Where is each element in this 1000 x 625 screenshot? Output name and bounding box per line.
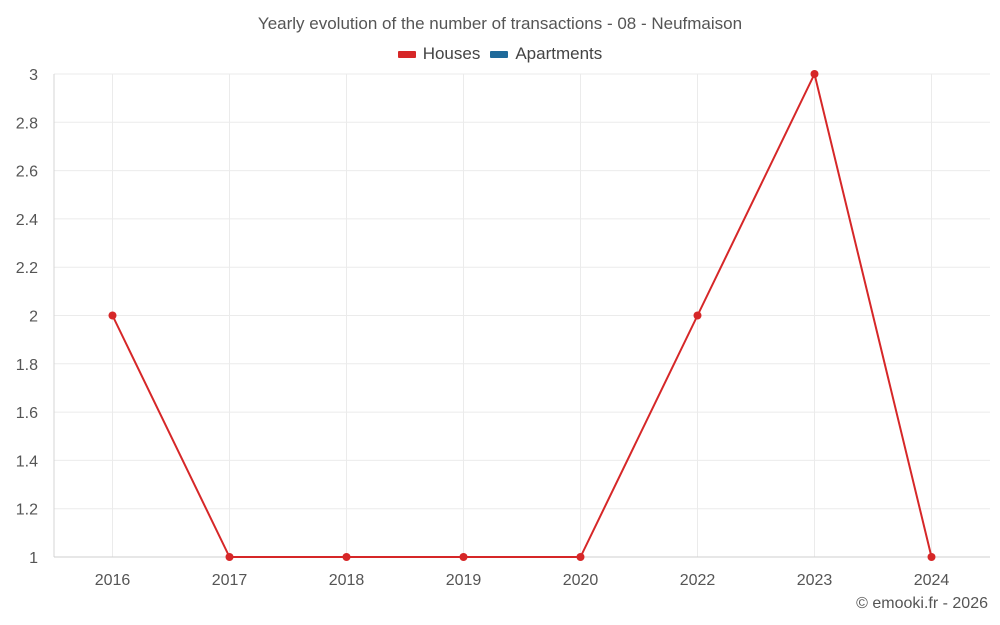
- x-tick-label: 2018: [329, 572, 365, 589]
- legend-label-houses: Houses: [422, 44, 481, 63]
- y-tick-label: 1: [29, 550, 38, 567]
- legend: Houses Apartments: [0, 44, 1000, 64]
- legend-item-apartments[interactable]: Apartments: [490, 44, 602, 64]
- x-tick-label: 2024: [914, 572, 950, 589]
- data-point-houses: [459, 553, 468, 561]
- data-point-houses: [225, 553, 234, 561]
- legend-label-apartments: Apartments: [515, 44, 603, 63]
- y-tick-label: 1.6: [16, 405, 38, 422]
- y-tick-label: 2.2: [16, 260, 38, 277]
- data-point-houses: [342, 553, 351, 561]
- x-tick-label: 2016: [95, 572, 131, 589]
- chart-title: Yearly evolution of the number of transa…: [257, 14, 743, 33]
- y-tick-label: 1.4: [16, 453, 38, 470]
- y-tick-label: 2.4: [16, 212, 38, 229]
- y-tick-label: 2.8: [16, 115, 38, 132]
- y-tick-label: 2: [29, 309, 38, 326]
- x-tick-label: 2022: [680, 572, 716, 589]
- y-tick-label: 1.8: [16, 357, 38, 374]
- credit-text: © emooki.fr - 2026: [856, 595, 988, 612]
- x-tick-label: 2023: [797, 572, 833, 589]
- data-point-houses: [693, 311, 702, 320]
- y-tick-label: 2.6: [16, 164, 38, 181]
- x-tick-label: 2017: [212, 572, 248, 589]
- data-point-houses: [810, 70, 819, 78]
- y-tick-label: 3: [29, 67, 38, 84]
- legend-swatch-houses: [397, 50, 416, 58]
- data-point-houses: [576, 553, 585, 561]
- x-tick-label: 2020: [563, 572, 599, 589]
- series-line-houses: [111, 73, 933, 558]
- y-tick-label: 1.2: [16, 502, 38, 519]
- legend-swatch-apartments: [490, 50, 509, 58]
- legend-item-houses[interactable]: Houses: [397, 44, 481, 64]
- data-point-houses: [108, 311, 117, 320]
- data-point-houses: [927, 553, 936, 561]
- x-tick-label: 2019: [446, 572, 482, 589]
